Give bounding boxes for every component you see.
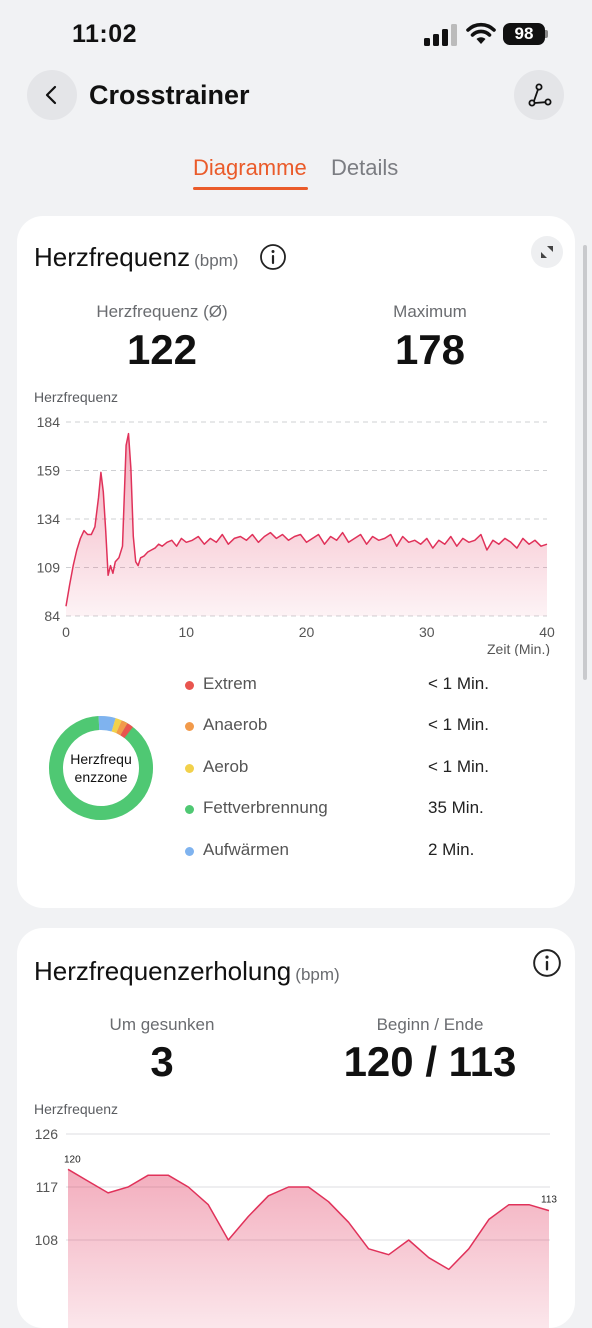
zone-name: Aerob	[203, 757, 249, 776]
avg-hr-label: Herzfrequenz (Ø)	[96, 302, 228, 321]
zone-segment	[111, 718, 122, 734]
active-tab-indicator	[193, 187, 308, 190]
hr-area	[66, 433, 547, 616]
avg-hr-value: 122	[126, 326, 198, 373]
heart-rate-title-text: Herzfrequenz	[34, 242, 191, 272]
range-value: 120 / 113	[343, 1038, 517, 1085]
route-icon	[528, 83, 552, 107]
status-time: 11:02	[72, 20, 138, 48]
hr-y-tick: 184	[37, 414, 61, 430]
hr-y-tick: 159	[37, 463, 61, 479]
rec-series-line	[67, 1168, 550, 1271]
zone-color-dot	[185, 722, 194, 731]
expand-icon	[541, 246, 553, 258]
route-button[interactable]	[514, 70, 564, 120]
rec-area	[68, 1169, 549, 1328]
cellular-signal-icon	[424, 24, 457, 46]
rec-y-tick: 117	[36, 1179, 59, 1195]
hr-y-tick: 109	[37, 560, 61, 576]
scroll-indicator[interactable]	[583, 245, 587, 680]
rec-y-tick: 126	[35, 1126, 59, 1142]
zone-duration: < 1 Min.	[428, 757, 489, 776]
zone-segment	[120, 723, 133, 739]
info-icon[interactable]	[259, 243, 287, 271]
zone-name: Aufwärmen	[203, 840, 289, 859]
chevron-left-icon	[45, 85, 57, 105]
zone-duration: < 1 Min.	[428, 674, 489, 693]
zone-ring-label: Herzfrequenzzone	[70, 751, 132, 785]
rec-end-label: 113	[541, 1195, 557, 1206]
status-bar: 11:02 98	[0, 0, 592, 66]
max-hr-value: 178	[394, 326, 466, 373]
hr-chart-ylabel: Herzfrequenz	[34, 389, 119, 405]
wifi-icon	[466, 22, 496, 44]
zone-name: Anaerob	[203, 715, 268, 734]
zone-color-dot	[185, 681, 194, 690]
hr-y-tick: 84	[44, 608, 60, 624]
recovery-chart-ylabel: Herzfrequenz	[34, 1101, 119, 1117]
recovery-title-text: Herzfrequenzerholung	[34, 956, 292, 986]
range-label: Beginn / Ende	[376, 1015, 484, 1034]
recovery-card: Herzfrequenzerholung (bpm) Um gesunken 3 …	[17, 928, 575, 1328]
heart-rate-card: Herzfrequenz (bpm) Herzfrequenz (Ø) 122 M…	[17, 216, 575, 908]
zone-duration: 2 Min.	[428, 840, 475, 859]
tab-diagramme[interactable]: Diagramme	[193, 155, 307, 180]
tab-details[interactable]: Details	[331, 155, 399, 180]
hr-x-tick: 0	[62, 624, 70, 640]
recovery-chart: 126 117 108 120 113	[35, 1126, 557, 1328]
recovery-title: Herzfrequenzerholung (bpm)	[34, 956, 340, 987]
hr-x-tick: 20	[299, 624, 315, 640]
drop-label: Um gesunken	[109, 1015, 215, 1034]
rec-start-label: 120	[64, 1154, 81, 1165]
hr-y-tick: 134	[37, 511, 61, 527]
hr-x-tick: 30	[419, 624, 435, 640]
zone-segment	[98, 716, 116, 732]
zone-ring: Herzfrequenzzone	[47, 714, 155, 822]
expand-chart-button[interactable]	[531, 236, 563, 268]
hr-series-line	[65, 432, 548, 607]
recovery-info-icon[interactable]	[532, 948, 562, 978]
zone-segment	[49, 716, 153, 820]
battery-tip	[545, 30, 548, 38]
view-tabs: Diagramme Details	[0, 155, 592, 195]
rec-y-tick: 108	[35, 1232, 59, 1248]
page-title: Crosstrainer	[89, 80, 250, 110]
drop-value: 3	[150, 1038, 174, 1085]
zone-name: Extrem	[203, 674, 257, 693]
top-nav: Crosstrainer	[0, 70, 592, 122]
back-button[interactable]	[27, 70, 77, 120]
hr-x-tick: 40	[539, 624, 555, 640]
zone-name: Fettverbrennung	[203, 798, 328, 817]
zone-duration: 35 Min.	[428, 798, 484, 817]
battery-icon: 98	[503, 23, 545, 45]
zone-color-dot	[185, 764, 194, 773]
recovery-unit: (bpm)	[295, 965, 340, 984]
hr-x-label: Zeit (Min.)	[487, 641, 550, 656]
heart-rate-title: Herzfrequenz (bpm)	[34, 242, 238, 273]
zone-segment	[116, 720, 128, 736]
zone-color-dot	[185, 847, 194, 856]
zone-duration: < 1 Min.	[428, 715, 489, 734]
zone-donut-chart	[49, 716, 153, 820]
max-hr-label: Maximum	[393, 302, 467, 321]
zone-color-dot	[185, 805, 194, 814]
hr-x-tick: 10	[178, 624, 194, 640]
heart-rate-unit: (bpm)	[194, 251, 239, 270]
